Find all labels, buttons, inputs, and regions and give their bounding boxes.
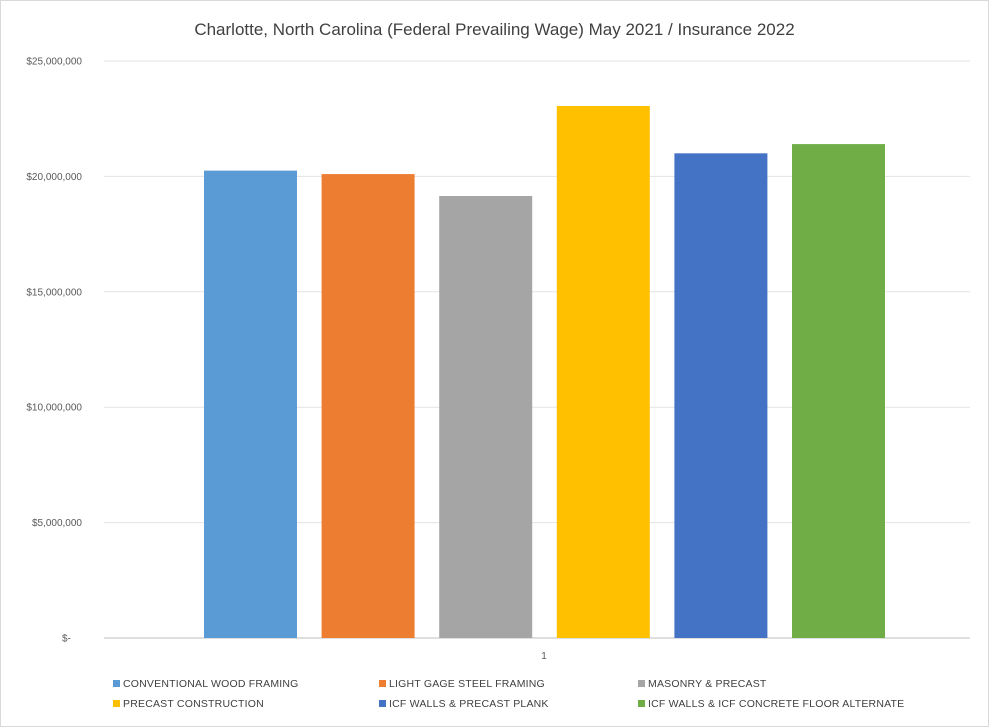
legend-label: LIGHT GAGE STEEL FRAMING [389,678,545,690]
legend-item: PRECAST CONSTRUCTION [113,698,264,710]
y-tick-label: $20,000,000 [26,172,82,183]
legend-swatch [113,680,120,687]
y-tick-label: $10,000,000 [26,403,82,414]
bar-icf-walls-icf-concrete-floor-alternate [792,144,885,638]
y-axis-tick-labels: $- $5,000,000 $10,000,000 $15,000,000 $20,00… [26,57,82,645]
legend-item: MASONRY & PRECAST [638,678,767,690]
legend-label: ICF WALLS & PRECAST PLANK [389,698,549,710]
legend-item: ICF WALLS & PRECAST PLANK [379,698,549,710]
y-tick-label: $- [62,634,71,645]
bar-precast-construction [556,106,650,639]
legend-label: ICF WALLS & ICF CONCRETE FLOOR ALTERNATE [648,698,905,710]
y-tick-label: $25,000,000 [26,57,82,68]
legend-label: MASONRY & PRECAST [648,678,767,690]
bar-light-gage-steel-framing [321,174,415,639]
bar-masonry-precast [439,196,533,638]
legend-label: CONVENTIONAL WOOD FRAMING [123,678,299,690]
y-tick-label: $5,000,000 [32,518,82,529]
x-axis-tick-labels: 1 [541,651,547,662]
legend-swatch [379,680,386,687]
chart-title: Charlotte, North Carolina (Federal Preva… [194,20,795,39]
legend-item: CONVENTIONAL WOOD FRAMING [113,678,299,690]
bar-icf-walls-precast-plank [674,153,768,638]
legend-swatch [638,700,645,707]
legend-swatch [379,700,386,707]
legend-swatch [113,700,120,707]
x-tick-label: 1 [541,651,547,662]
legend-swatch [638,680,645,687]
bars [204,106,885,639]
bar-conventional-wood-framing [204,170,297,638]
legend-label: PRECAST CONSTRUCTION [123,698,264,710]
legend-item: LIGHT GAGE STEEL FRAMING [379,678,545,690]
legend-item: ICF WALLS & ICF CONCRETE FLOOR ALTERNATE [638,698,904,710]
y-tick-label: $15,000,000 [26,287,82,298]
